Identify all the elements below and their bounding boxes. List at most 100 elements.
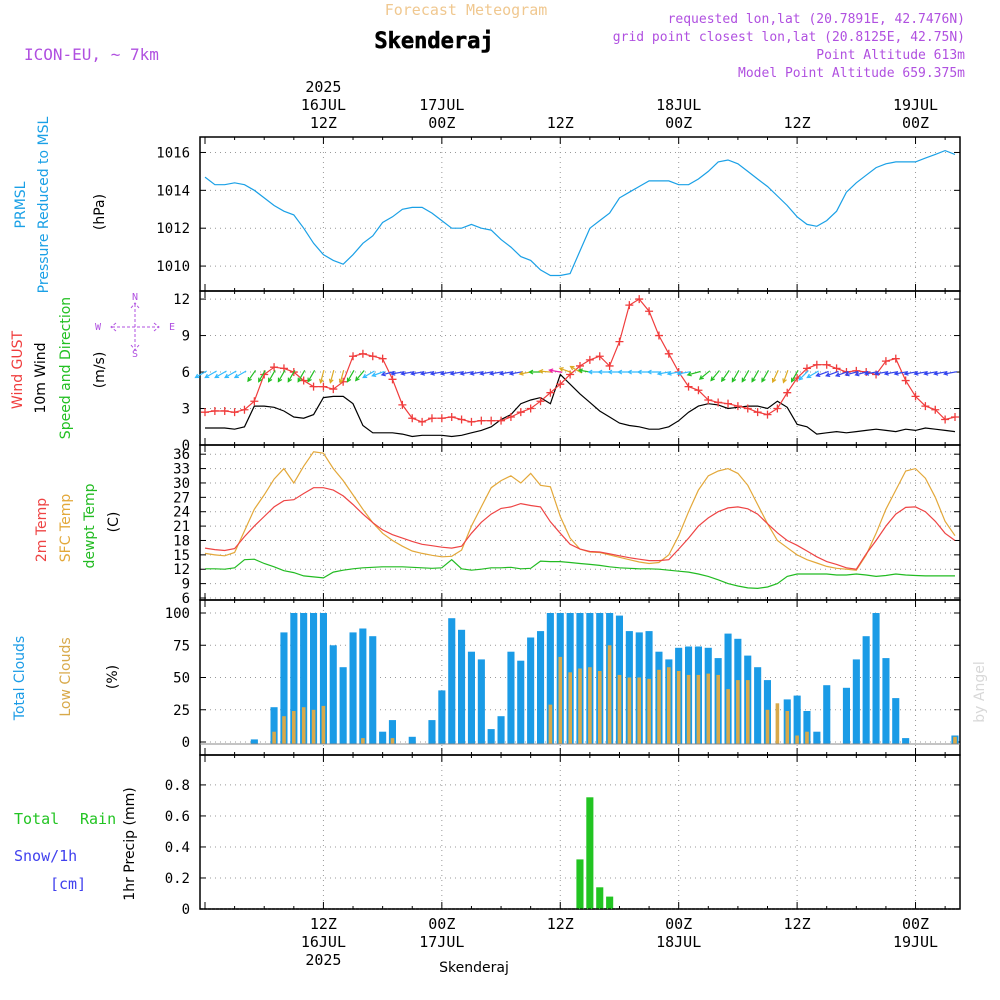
gust-marker (901, 376, 910, 385)
total-cloud-bar (823, 685, 831, 744)
wind-direction-arrow (815, 370, 829, 377)
gust-marker (467, 417, 476, 426)
total-cloud-bar (369, 636, 377, 744)
low-cloud-bar (775, 703, 780, 744)
label-cm: [cm] (50, 875, 86, 893)
ytick-label: 0.4 (165, 840, 190, 856)
label-dewpt-temp: dewpt Temp (82, 483, 98, 568)
gust-marker (497, 416, 506, 425)
total-cloud-bar (319, 613, 327, 744)
gust-marker (270, 363, 279, 372)
top-time-label: 16JUL (301, 96, 346, 114)
gust-marker (210, 406, 219, 415)
wind-direction-arrow (429, 371, 444, 376)
ytick-label: 1010 (156, 259, 190, 275)
wind-direction-arrow (942, 371, 958, 376)
total-cloud-bar (517, 660, 525, 744)
wind-direction-arrow (419, 371, 435, 376)
gust-marker (664, 349, 673, 358)
total-cloud-bar (882, 658, 890, 744)
low-cloud-bar (598, 671, 602, 744)
gust-marker (358, 349, 367, 358)
ytick-label: 21 (173, 519, 190, 535)
panel-frame (199, 136, 961, 292)
low-cloud-bar (637, 677, 641, 744)
wind-gust-line (204, 298, 956, 423)
wind-direction-arrow (790, 370, 799, 383)
wind-direction-arrow (439, 371, 454, 376)
low-cloud-bar (716, 674, 720, 744)
precip-panel: 0 0.2 0.4 0.6 0.8 (165, 754, 961, 918)
low-cloud-bar (746, 680, 750, 744)
gust-marker (349, 352, 358, 361)
gust-marker (605, 361, 614, 370)
low-cloud-bar (805, 731, 809, 744)
precip-labels: Total Rain Snow/1h [cm] 1hr Precip (mm) (14, 787, 138, 900)
low-cloud-bar (785, 711, 790, 744)
top-time-label: 00Z (902, 114, 929, 132)
low-cloud-bar (607, 645, 612, 745)
gust-marker (921, 402, 930, 411)
total-cloud-bar (428, 720, 436, 744)
total-cloud-bar (793, 695, 801, 744)
total-cloud-bar (388, 720, 396, 744)
sfc-temp-line (204, 451, 956, 571)
ytick-label: 25 (173, 703, 190, 719)
ytick-label: 0 (182, 438, 190, 454)
wind-direction-arrow (893, 371, 908, 376)
bottom-time-label: 17JUL (419, 933, 464, 951)
wind-direction-arrow (825, 370, 839, 377)
ytick-label: 30 (173, 476, 190, 492)
top-time-label: 00Z (665, 114, 692, 132)
ytick-label: 100 (165, 606, 190, 622)
gust-marker (516, 408, 525, 417)
top-time-label: 12Z (310, 114, 337, 132)
bottom-time-label: 12Z (547, 915, 574, 933)
cloud-panel: 0 25 50 75 100 (165, 599, 961, 756)
model-altitude: Model Point Altitude 659.375m (738, 66, 965, 81)
gust-marker (822, 360, 831, 369)
wind-direction-arrow (751, 370, 760, 383)
total-cloud-bar (329, 645, 337, 745)
gust-marker (704, 396, 713, 405)
low-cloud-bar (647, 678, 651, 744)
gust-marker (576, 361, 584, 370)
bottom-time-label: 00Z (902, 915, 929, 933)
low-cloud-bar (953, 736, 957, 744)
gust-marker (546, 388, 555, 397)
wind-speed-line (205, 373, 956, 438)
wind-direction-arrow (354, 370, 365, 382)
gust-marker (457, 415, 466, 424)
wind-direction-arrow (214, 370, 227, 379)
gust-marker (309, 382, 318, 391)
low-cloud-bar (272, 731, 276, 744)
wind-direction-arrow (548, 368, 563, 374)
low-cloud-bar (282, 716, 286, 744)
wind-direction-arrow (761, 370, 770, 383)
total-cloud-bar (408, 736, 416, 744)
wind-direction-arrow (400, 371, 415, 376)
low-cloud-bar (676, 671, 681, 744)
compass-n: N (132, 292, 138, 303)
wind-direction-arrow (247, 370, 256, 383)
low-cloud-bar (696, 674, 701, 744)
wind-direction-arrow (720, 370, 730, 383)
ytick-label: 3 (182, 402, 190, 418)
top-time-label: 19JUL (893, 96, 938, 114)
total-cloud-bar (842, 687, 850, 744)
total-cloud-bar (852, 659, 860, 744)
wind-direction-arrow (710, 370, 720, 382)
gust-marker (763, 410, 772, 419)
wind-direction-arrow (933, 371, 948, 376)
low-cloud-bar (321, 705, 326, 744)
wind-direction-arrow (782, 369, 789, 384)
wind-direction-arrow (204, 370, 217, 379)
gust-marker (556, 380, 565, 389)
pressure-panel: 1010 1012 1014 1016 (156, 136, 961, 292)
low-cloud-bar (390, 738, 395, 744)
ytick-label: 36 (173, 447, 190, 463)
ytick-label: 0.2 (165, 871, 190, 887)
